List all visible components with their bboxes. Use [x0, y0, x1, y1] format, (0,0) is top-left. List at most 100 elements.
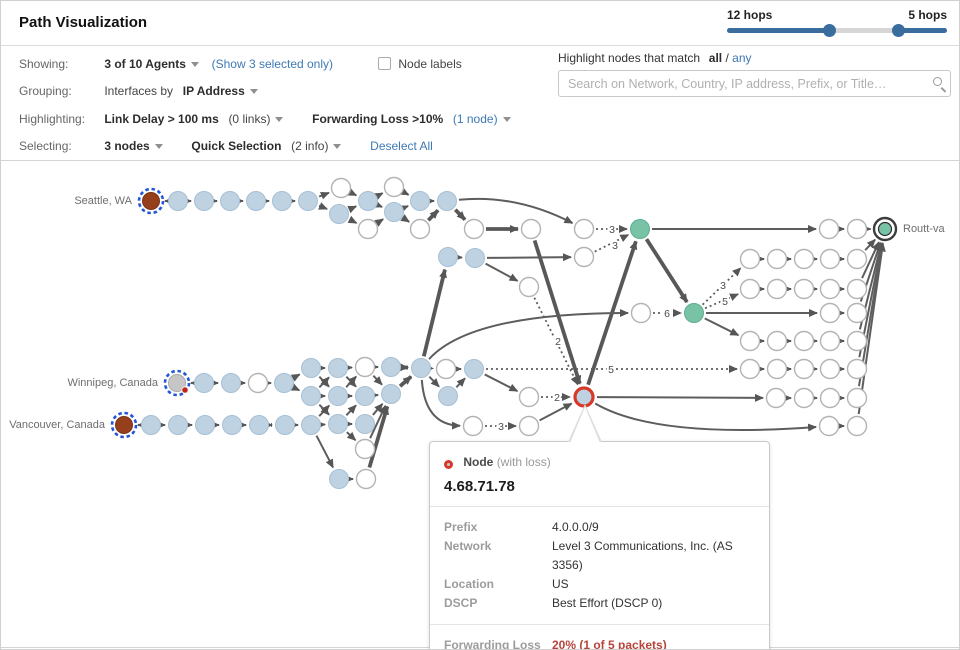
graph-node[interactable]: [329, 204, 349, 224]
graph-node[interactable]: [249, 415, 269, 435]
graph-edge[interactable]: [367, 405, 390, 469]
graph-edge[interactable]: [374, 218, 384, 227]
graph-node[interactable]: [573, 218, 595, 240]
graph-edge[interactable]: [704, 293, 739, 310]
graph-edge[interactable]: [373, 200, 383, 208]
graph-node[interactable]: [437, 191, 457, 211]
match-all-option[interactable]: all: [708, 51, 723, 65]
graph-edge[interactable]: [421, 268, 447, 357]
graph-node[interactable]: [793, 248, 815, 270]
graph-edge[interactable]: [318, 191, 330, 200]
graph-edge[interactable]: [318, 202, 328, 210]
graph-edge[interactable]: [400, 214, 410, 223]
graph-edge[interactable]: [347, 188, 358, 197]
agent-node[interactable]: [115, 416, 133, 434]
quick-selection-caret-icon[interactable]: [333, 143, 342, 149]
slider-handle-right[interactable]: [892, 24, 905, 37]
graph-node[interactable]: [793, 278, 815, 300]
graph-node[interactable]: [518, 386, 540, 408]
graph-node[interactable]: [766, 330, 788, 352]
graph-node[interactable]: [793, 358, 815, 380]
selected-nodes-caret-icon[interactable]: [154, 143, 163, 149]
graph-node[interactable]: [518, 276, 540, 298]
graph-node[interactable]: [435, 358, 457, 380]
graph-node[interactable]: [246, 191, 266, 211]
graph-node[interactable]: [410, 191, 430, 211]
graph-node[interactable]: [383, 176, 405, 198]
graph-edge[interactable]: [318, 376, 330, 389]
graph-node[interactable]: [793, 330, 815, 352]
graph-node[interactable]: [275, 415, 295, 435]
agent-node[interactable]: [142, 192, 160, 210]
graph-node[interactable]: [819, 248, 841, 270]
highlighted-node[interactable]: [684, 303, 704, 323]
deselect-all-link[interactable]: Deselect All: [370, 139, 433, 153]
graph-node[interactable]: [765, 387, 787, 409]
grouping-prefix[interactable]: Interfaces by: [104, 84, 174, 98]
graph-node[interactable]: [573, 246, 595, 268]
show-selected-only-link[interactable]: (Show 3 selected only): [211, 57, 334, 71]
graph-edge[interactable]: [532, 239, 582, 385]
graph-node[interactable]: [411, 358, 431, 378]
slider-handle-left[interactable]: [823, 24, 836, 37]
graph-node[interactable]: [221, 373, 241, 393]
graph-edge[interactable]: [857, 242, 886, 415]
quick-selection-dropdown[interactable]: Quick Selection: [191, 139, 282, 153]
graph-node[interactable]: [846, 302, 868, 324]
graph-node[interactable]: [381, 357, 401, 377]
graph-node[interactable]: [301, 386, 321, 406]
graph-edge[interactable]: [428, 309, 629, 360]
graph-node[interactable]: [330, 177, 352, 199]
graph-node[interactable]: [381, 384, 401, 404]
graph-node[interactable]: [846, 330, 868, 352]
graph-node[interactable]: [301, 358, 321, 378]
graph-node[interactable]: [354, 356, 376, 378]
graph-edge[interactable]: [539, 402, 573, 422]
graph-edge[interactable]: [426, 209, 440, 222]
agents-dropdown-caret-icon[interactable]: [190, 61, 199, 67]
graph-edge[interactable]: [346, 431, 357, 441]
graph-node[interactable]: [846, 248, 868, 270]
graph-edge[interactable]: [864, 238, 876, 251]
graph-node[interactable]: [195, 415, 215, 435]
graph-edge[interactable]: [455, 377, 466, 389]
graph-edge[interactable]: [596, 393, 764, 402]
link-delay-caret-icon[interactable]: [275, 116, 284, 122]
graph-node[interactable]: [355, 386, 375, 406]
graph-node[interactable]: [194, 373, 214, 393]
grouping-dropdown[interactable]: IP Address: [182, 84, 245, 98]
graph-edge[interactable]: [458, 197, 574, 224]
graph-node[interactable]: [818, 218, 840, 240]
graph-node[interactable]: [739, 358, 761, 380]
graph-node[interactable]: [329, 469, 349, 489]
graph-edge[interactable]: [318, 403, 330, 416]
graph-node[interactable]: [465, 248, 485, 268]
node-labels-checkbox[interactable]: [378, 57, 392, 70]
graph-node[interactable]: [739, 278, 761, 300]
graph-node[interactable]: [301, 415, 321, 435]
graph-edge[interactable]: [290, 373, 301, 382]
graph-node[interactable]: [298, 191, 318, 211]
graph-edge[interactable]: [373, 192, 384, 201]
agents-dropdown[interactable]: 3 of 10 Agents: [104, 57, 186, 71]
graph-edge[interactable]: [420, 379, 462, 430]
graph-node[interactable]: [272, 191, 292, 211]
graph-node[interactable]: [766, 358, 788, 380]
graph-node[interactable]: [846, 415, 868, 437]
graph-node[interactable]: [220, 191, 240, 211]
graph-node[interactable]: [355, 414, 375, 434]
graph-node[interactable]: [194, 191, 214, 211]
graph-node[interactable]: [358, 191, 378, 211]
graph-node[interactable]: [328, 386, 348, 406]
graph-node[interactable]: [463, 218, 485, 240]
graph-node[interactable]: [141, 415, 161, 435]
quick-selection-count[interactable]: (2 info): [291, 139, 329, 153]
graph-node[interactable]: [438, 386, 458, 406]
graph-node[interactable]: [520, 218, 542, 240]
graph-node[interactable]: [222, 415, 242, 435]
search-icon[interactable]: [933, 77, 942, 86]
link-delay-count[interactable]: (0 links): [228, 112, 271, 126]
graph-edge[interactable]: [533, 297, 579, 386]
graph-edge[interactable]: [315, 435, 334, 469]
graph-node[interactable]: [274, 373, 294, 393]
